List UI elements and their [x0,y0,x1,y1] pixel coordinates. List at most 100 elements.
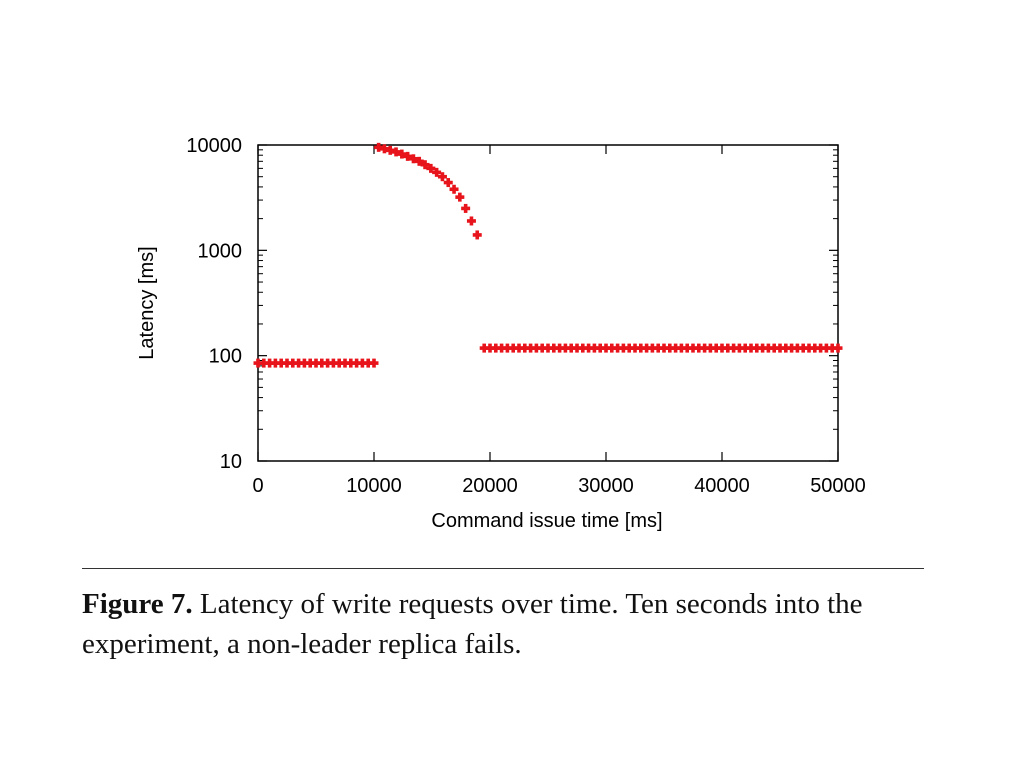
data-point [601,343,611,353]
data-point [630,343,640,353]
data-point [323,358,333,368]
data-point [485,343,495,353]
data-point [305,358,315,368]
x-tick-label: 50000 [810,475,866,497]
data-point [578,343,588,353]
data-point [566,343,576,353]
data-point [346,358,356,368]
data-point [740,343,750,353]
data-point [455,192,465,202]
x-tick-label: 10000 [346,475,402,497]
data-point [502,343,512,353]
data-point [403,151,413,161]
data-point [555,343,565,353]
data-point [374,142,384,152]
data-point [472,230,482,240]
data-point [595,343,605,353]
data-point [379,144,389,154]
data-point [408,154,418,164]
data-point [491,343,501,353]
data-point [763,343,773,353]
data-point [508,343,518,353]
data-point [642,343,652,353]
data-point [717,343,727,353]
data-point [734,343,744,353]
data-point [253,358,263,368]
data-point [352,358,362,368]
data-point [781,343,791,353]
data-points [253,142,843,368]
data-point [700,343,710,353]
plot-border [257,144,839,462]
data-point [282,358,292,368]
data-point [317,358,327,368]
data-point [810,343,820,353]
data-point [259,358,269,368]
data-point [787,343,797,353]
y-axis-title: Latency [ms] [136,246,158,359]
data-point [531,343,541,353]
caption-text: Latency of write requests over time. Ten… [82,588,863,660]
x-axis-ticks: 0 10000 20000 30000 40000 50000 [252,145,866,497]
data-point [711,343,721,353]
data-point [420,160,430,170]
data-point [526,343,536,353]
data-point [328,358,338,368]
data-point [466,216,476,226]
data-point [816,343,826,353]
data-point [270,358,280,368]
data-point [385,145,395,155]
data-point [647,343,657,353]
data-point [363,358,373,368]
y-tick-label: 100 [209,346,242,368]
data-point [659,343,669,353]
data-point [769,343,779,353]
data-point [543,343,553,353]
data-point [461,203,471,213]
data-point [265,358,275,368]
data-point [357,358,367,368]
x-axis-title: Command issue time [ms] [431,510,662,532]
data-point [369,358,379,368]
caption-label: Figure 7. [82,588,193,620]
data-point [607,343,617,353]
data-point [653,343,663,353]
x-tick-label: 20000 [462,475,518,497]
y-tick-label: 10000 [186,135,242,157]
data-point [821,343,831,353]
data-point [311,358,321,368]
data-point [340,358,350,368]
data-point [288,358,298,368]
data-point [665,343,675,353]
data-point [636,343,646,353]
data-point [775,343,785,353]
data-point [560,343,570,353]
data-point [584,343,594,353]
data-point [792,343,802,353]
plot-frame [257,144,839,462]
latency-scatter-chart: 10 100 1000 10000 0 10000 20000 30000 40000 5000… [136,135,866,532]
data-point [589,343,599,353]
data-point [833,343,843,353]
x-tick-label: 0 [252,475,263,497]
data-point [694,343,704,353]
data-point [397,149,407,159]
data-point [437,172,447,182]
x-tick-label: 30000 [578,475,634,497]
data-point [798,343,808,353]
data-point [443,178,453,188]
data-point [804,343,814,353]
data-point [537,343,547,353]
data-point [618,343,628,353]
data-point [688,343,698,353]
data-point [671,343,681,353]
y-tick-label: 1000 [198,240,243,262]
data-point [682,343,692,353]
data-point [624,343,634,353]
y-axis-ticks: 10 100 1000 10000 [186,135,838,473]
data-point [391,147,401,157]
data-point [432,167,442,177]
data-point [613,343,623,353]
data-point [758,343,768,353]
